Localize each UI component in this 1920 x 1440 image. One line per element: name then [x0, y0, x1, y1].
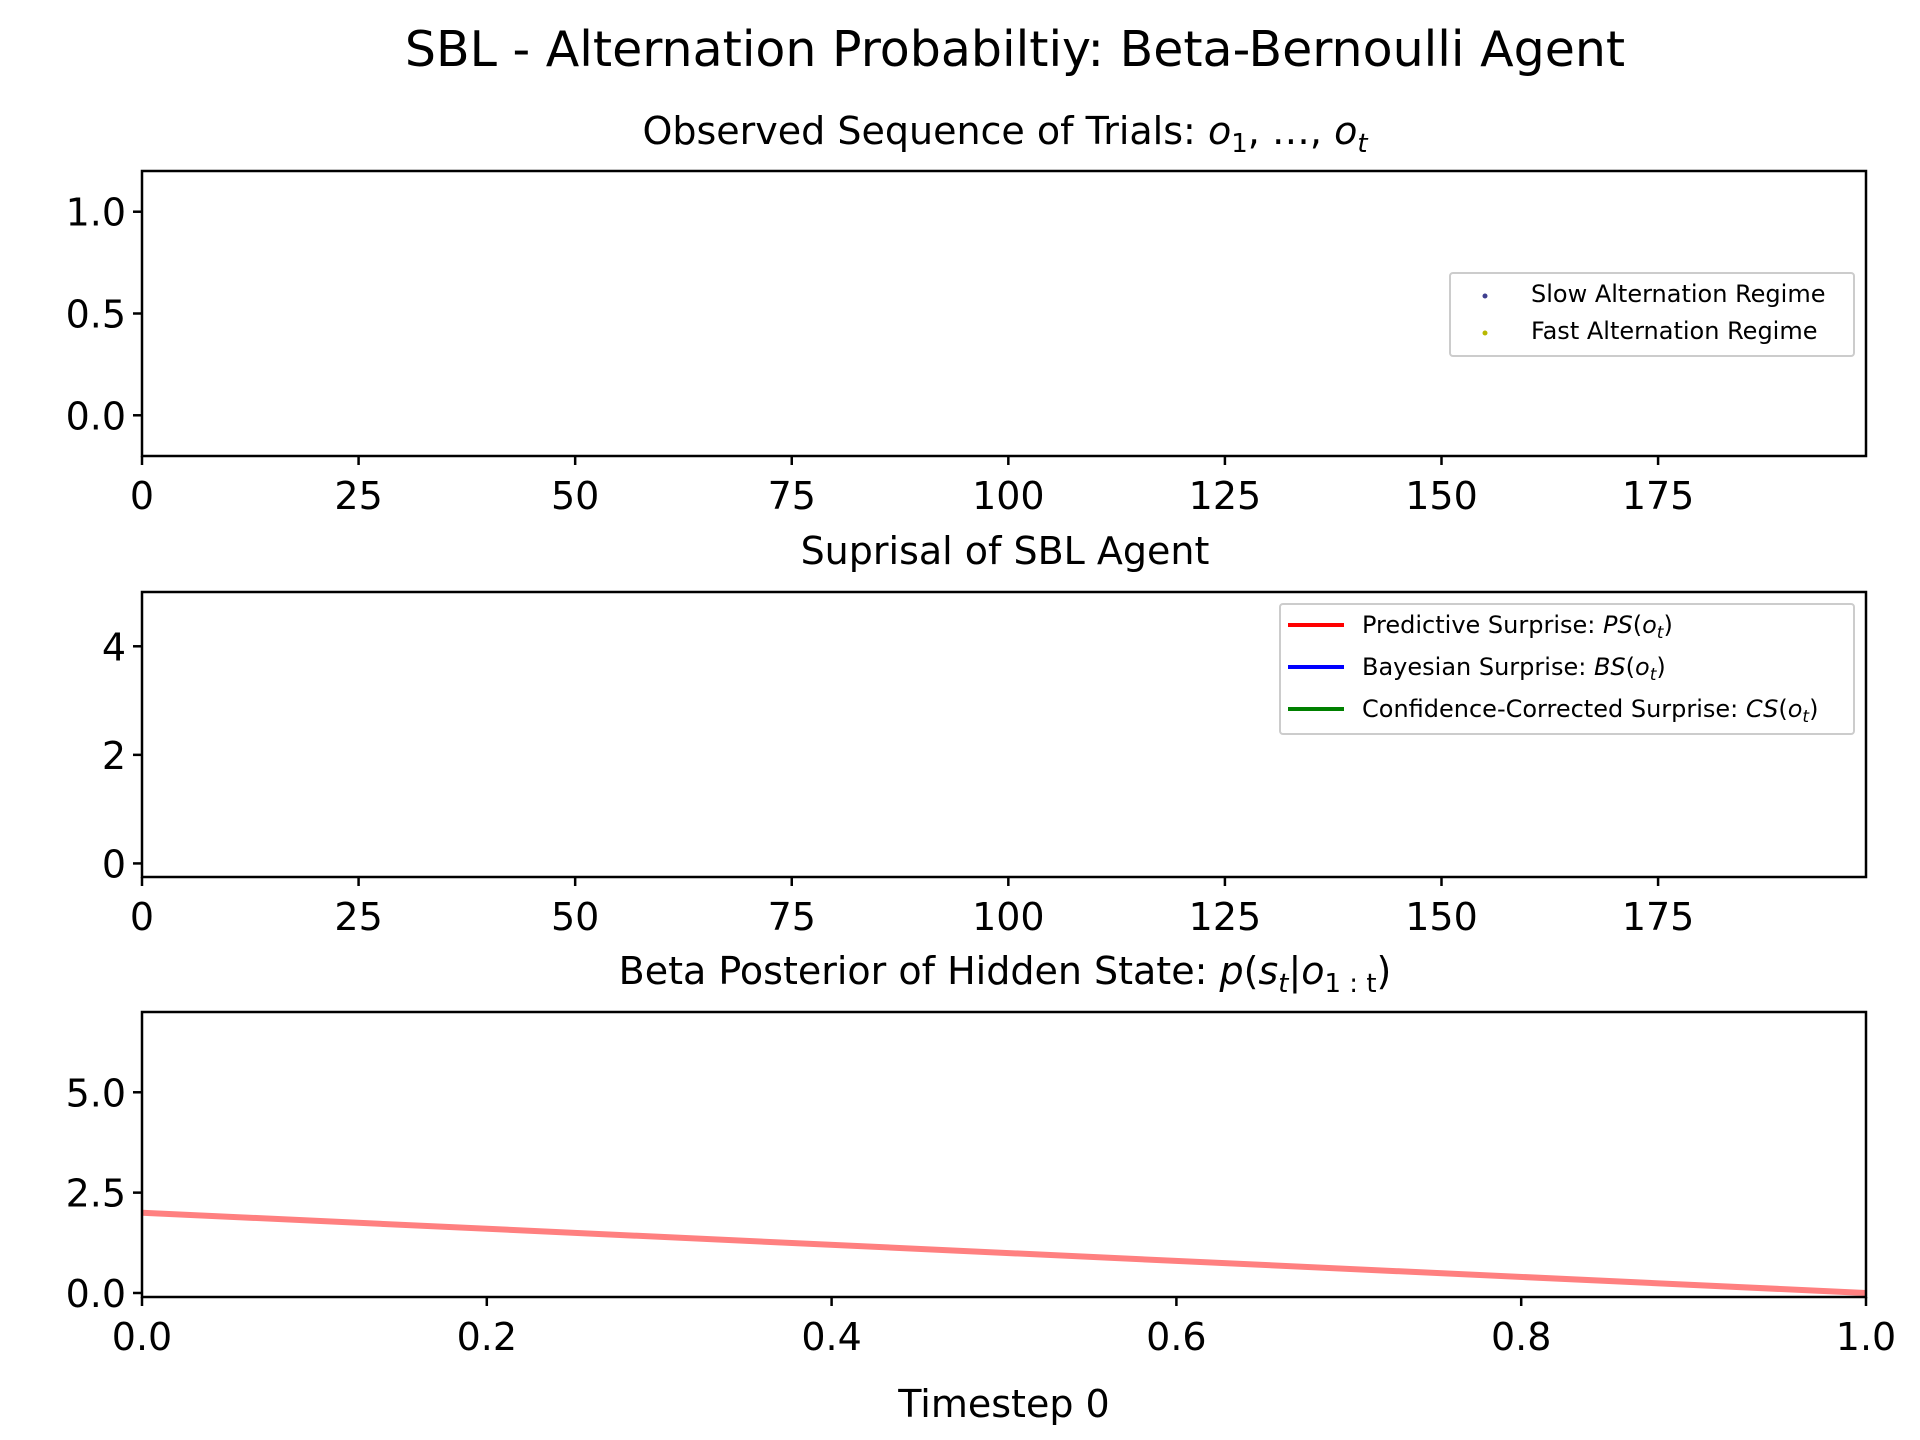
panel-beta-posterior: Beta Posterior of Hidden State: p(st|o1 …	[66, 949, 1897, 1426]
figure-suptitle: SBL - Alternation Probabiltiy: Beta-Bern…	[405, 21, 1625, 78]
panel-3-xtick-label: 0.4	[801, 1315, 861, 1359]
panel-observed-sequence: Observed Sequence of Trials: o1, …, ot 0…	[66, 109, 1868, 518]
panel-2-xtick-label: 0	[130, 895, 154, 939]
panel-2-xtick-label: 150	[1405, 895, 1478, 939]
panel-1-xtick-label: 0	[130, 474, 154, 518]
panel-3-xtick-label: 0.8	[1491, 1315, 1551, 1359]
panel-1-xtick-label: 75	[768, 474, 816, 518]
panel-1-xtick-label: 125	[1189, 474, 1262, 518]
panel-3-frame	[140, 1010, 1868, 1299]
panel-1-title: Observed Sequence of Trials: o1, …, ot	[642, 109, 1368, 159]
legend-marker-fast-regime	[1482, 330, 1488, 336]
panel-2-ytick-label: 4	[102, 625, 126, 669]
panel-3-ytick-label: 5.0	[66, 1071, 126, 1115]
panel-2-xtick-label: 175	[1622, 895, 1695, 939]
legend-label-predictive-surprise: Predictive Surprise: PS(ot)	[1362, 611, 1673, 643]
beta-posterior-line	[141, 1209, 1867, 1296]
panel-1-xtick-label: 175	[1622, 474, 1695, 518]
panel-2-xtick-label: 100	[972, 895, 1045, 939]
legend-label-slow-regime: Slow Alternation Regime	[1531, 280, 1825, 308]
panel-surprisal: Suprisal of SBL Agent 0 25 50 75 100 125 150 17…	[102, 529, 1868, 939]
panel-3-xtick-label: 1.0	[1836, 1315, 1896, 1359]
panel-2-xtick-label: 75	[768, 895, 816, 939]
panel-1-xtick-label: 25	[334, 474, 382, 518]
panel-1-legend: Slow Alternation Regime Fast Alternation…	[1449, 272, 1855, 357]
panel-2-xtick-label: 50	[551, 895, 599, 939]
legend-label-bayesian-surprise: Bayesian Surprise: BS(ot)	[1362, 653, 1666, 685]
panel-3-title: Beta Posterior of Hidden State: p(st|o1 …	[619, 949, 1392, 999]
legend-label-confidence-corrected-surprise: Confidence-Corrected Surprise: CS(ot)	[1362, 695, 1818, 727]
panel-3-ytick-label: 0.0	[66, 1272, 126, 1316]
panel-2-ytick-label: 2	[102, 734, 126, 778]
panel-1-xtick-label: 50	[551, 474, 599, 518]
x-axis-label-timestep: Timestep 0	[897, 1382, 1109, 1426]
panel-2-xtick-label: 125	[1189, 895, 1262, 939]
panel-1-ytick-label: 1.0	[66, 191, 126, 235]
panel-1-ytick-label: 0.5	[66, 293, 126, 337]
panel-1-ytick-label: 0.0	[66, 394, 126, 438]
panel-2-frame	[140, 590, 1868, 879]
panel-1-xtick-label: 150	[1405, 474, 1478, 518]
panel-3-xtick-label: 0.2	[457, 1315, 517, 1359]
panel-2-xtick-label: 25	[334, 895, 382, 939]
panel-3-xtick-label: 0.6	[1146, 1315, 1206, 1359]
panel-3-ytick-label: 2.5	[66, 1172, 126, 1216]
legend-label-fast-regime: Fast Alternation Regime	[1531, 317, 1818, 345]
panel-2-ytick-label: 0	[102, 842, 126, 886]
panel-1-xtick-label: 100	[972, 474, 1045, 518]
panel-3-xtick-label: 0.0	[112, 1315, 172, 1359]
panel-2-title: Suprisal of SBL Agent	[801, 529, 1210, 573]
legend-marker-slow-regime	[1482, 293, 1488, 299]
panel-2-legend: Predictive Surprise: PS(ot) Bayesian Sur…	[1279, 603, 1855, 735]
